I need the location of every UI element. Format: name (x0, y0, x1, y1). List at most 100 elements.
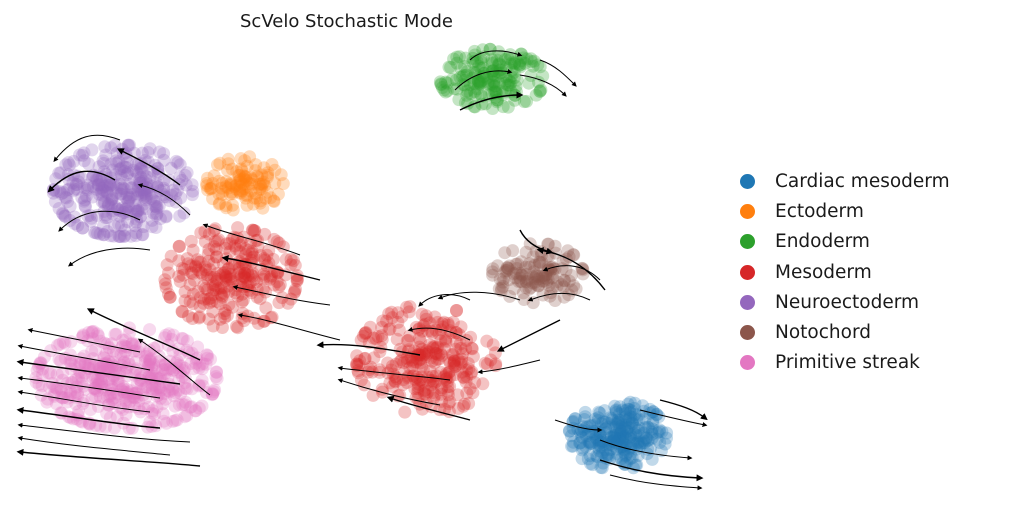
cell-point (506, 244, 519, 257)
cell-point (503, 74, 516, 87)
cell-point (108, 220, 121, 233)
legend-swatch (740, 295, 755, 310)
cell-point (173, 210, 186, 223)
cell-point (219, 199, 232, 212)
legend-swatch (740, 174, 755, 189)
cell-point (30, 376, 43, 389)
cell-point (216, 188, 229, 201)
cell-point (145, 220, 158, 233)
cell-point (255, 178, 268, 191)
legend-label: Mesoderm (775, 262, 872, 283)
cell-point (576, 452, 589, 465)
cell-point (486, 265, 499, 278)
legend-item: Cardiac mesoderm (740, 166, 950, 196)
cell-point (132, 204, 145, 217)
cell-point (514, 267, 527, 280)
cell-point (202, 255, 215, 268)
velocity-streamline (20, 452, 200, 466)
cell-point (174, 158, 187, 171)
cell-point (84, 403, 97, 416)
cell-point (114, 188, 127, 201)
cell-points (29, 43, 673, 475)
cell-point (530, 268, 543, 281)
legend-label: Neuroectoderm (775, 292, 919, 313)
cell-point (92, 330, 105, 343)
cell-point (218, 311, 231, 324)
cell-point (369, 332, 382, 345)
cell-point (254, 249, 267, 262)
cell-point (401, 371, 414, 384)
cell-point (173, 240, 186, 253)
cell-point (76, 149, 89, 162)
legend-label: Notochord (775, 322, 871, 343)
cell-point (247, 224, 260, 237)
cell-point (210, 370, 223, 383)
legend-swatch (740, 325, 755, 340)
cell-point (223, 237, 236, 250)
cell-point (75, 370, 88, 383)
cell-point (487, 338, 500, 351)
legend-label: Ectoderm (775, 201, 864, 222)
cell-point (406, 354, 419, 367)
cell-point (364, 321, 377, 334)
legend-label: Primitive streak (775, 352, 920, 373)
cell-point (157, 147, 170, 160)
cell-point (533, 85, 546, 98)
cell-point (424, 374, 437, 387)
cell-point (78, 181, 91, 194)
cell-point (47, 184, 60, 197)
chart-title: ScVelo Stochastic Mode (240, 11, 453, 32)
cell-point (580, 429, 593, 442)
cell-point (596, 461, 609, 474)
cell-point (110, 154, 123, 167)
cell-point (235, 296, 248, 309)
cell-point (481, 358, 494, 371)
cell-point (187, 297, 200, 310)
cell-point (121, 383, 134, 396)
cell-point (141, 361, 154, 374)
cell-point (605, 430, 618, 443)
cell-point (177, 332, 190, 345)
cell-point (206, 305, 219, 318)
cell-point (433, 353, 446, 366)
cell-point (275, 168, 288, 181)
cell-point (51, 368, 64, 381)
legend-swatch (740, 265, 755, 280)
cell-point (218, 281, 231, 294)
cell-point (219, 269, 232, 282)
cell-point (384, 322, 397, 335)
cell-point (544, 286, 557, 299)
cell-point (178, 410, 191, 423)
cell-point (520, 246, 533, 259)
cell-point (373, 363, 386, 376)
cell-point (441, 385, 454, 398)
cell-point (57, 208, 70, 221)
cell-point (143, 323, 156, 336)
cell-point (646, 432, 659, 445)
cell-point (591, 414, 604, 427)
cell-point (441, 77, 454, 90)
cell-point (235, 269, 248, 282)
cell-point (429, 388, 442, 401)
legend-item: Primitive streak (740, 348, 950, 378)
cell-point (465, 367, 478, 380)
cell-point (596, 446, 609, 459)
cell-point (268, 195, 281, 208)
cell-point (614, 421, 627, 434)
legend-label: Endoderm (775, 231, 870, 252)
cell-point (181, 252, 194, 265)
velocity-streamline (660, 400, 705, 418)
cell-point (199, 282, 212, 295)
cell-point (476, 377, 489, 390)
legend: Cardiac mesoderm Ectoderm Endoderm Mesoderm… (740, 166, 950, 378)
cell-point (436, 317, 449, 330)
cell-point (459, 52, 472, 65)
legend-item: Notochord (740, 317, 950, 347)
cell-point (447, 53, 460, 66)
legend-swatch (740, 355, 755, 370)
cell-point (186, 188, 199, 201)
cell-point (221, 164, 234, 177)
cell-point (285, 253, 298, 266)
cell-point (358, 378, 371, 391)
cell-point (147, 207, 160, 220)
